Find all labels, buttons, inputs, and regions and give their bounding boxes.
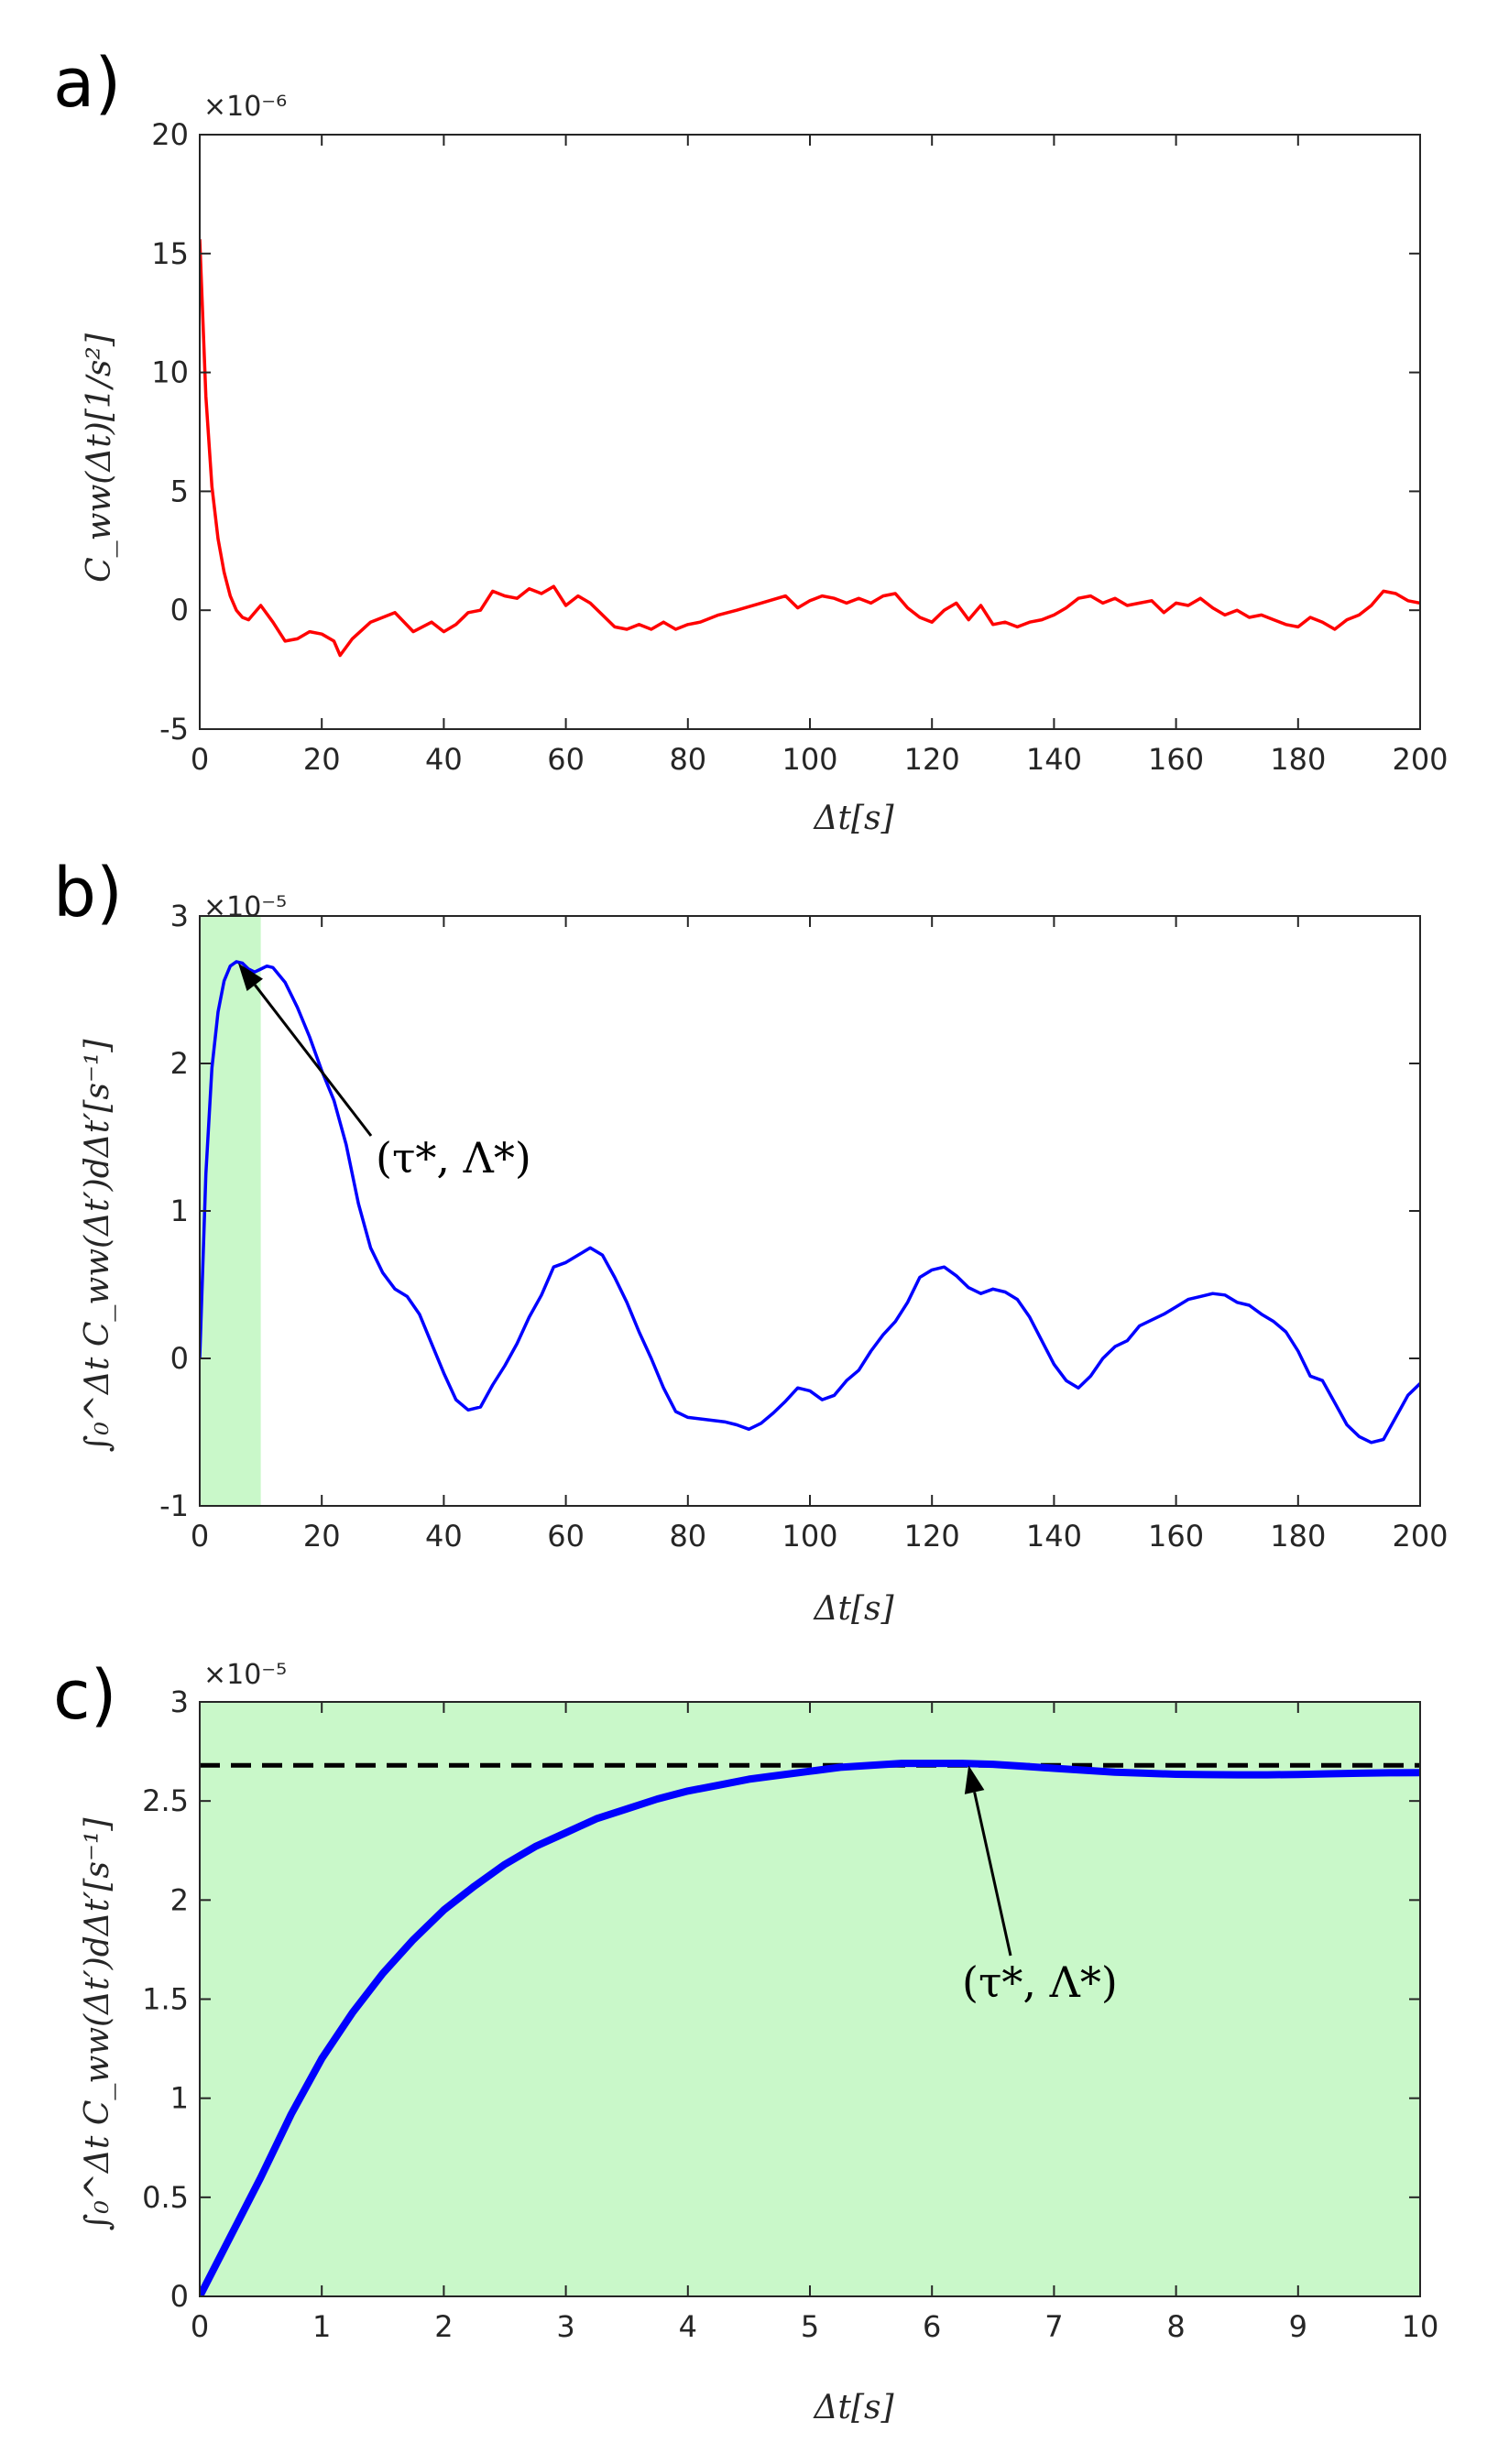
x-tick-label: 9 — [1289, 2309, 1307, 2344]
panel-label-b: b) — [53, 854, 123, 932]
panel-label-a: a) — [53, 44, 121, 123]
x-tick-label: 0 — [191, 1519, 209, 1554]
y-tick-label: 3 — [170, 899, 189, 933]
y-tick-label: 2.5 — [142, 1783, 189, 1818]
y-tick-label: -1 — [159, 1488, 189, 1523]
y-tick-label: 2 — [170, 1882, 189, 1917]
x-tick-label: 160 — [1148, 742, 1204, 777]
x-tick-label: 80 — [669, 742, 706, 777]
x-tick-label: 4 — [679, 2309, 697, 2344]
y-tick-label: 10 — [151, 355, 189, 390]
x-tick-label: 140 — [1026, 742, 1082, 777]
x-tick-label: 180 — [1270, 1519, 1326, 1554]
y-tick-label: 0 — [170, 2279, 189, 2314]
y-tick-label: 3 — [170, 1684, 189, 1719]
series-line — [200, 1760, 1420, 2296]
panel-a-y-axis-label: C_ww(Δt)[1/s²] — [81, 333, 118, 583]
x-tick-label: 120 — [904, 742, 960, 777]
y-tick-label: 1 — [170, 2081, 189, 2116]
x-tick-label: 3 — [556, 2309, 574, 2344]
y-tick-label: 1 — [170, 1194, 189, 1228]
x-tick-label: 2 — [434, 2309, 453, 2344]
x-tick-label: 80 — [669, 1519, 706, 1554]
panel-b: b) ×10⁻⁵ 0 20 40 60 80 100 120 140 160 180 200-101… — [53, 854, 1449, 1628]
x-tick-label: 200 — [1392, 1519, 1448, 1554]
annotation-arrow-head — [237, 963, 263, 992]
panel-c-x-axis-label: Δt[s] — [812, 2389, 894, 2426]
x-tick-label: 8 — [1166, 2309, 1185, 2344]
y-tick-label: 2 — [170, 1046, 189, 1081]
annotation-arrow-head — [964, 1765, 985, 1794]
panel-c: c) ×10⁻⁵ 0 1 2 3 4 5 6 7 8 9 10 0 0.5 1 1.5 2 2.5 3 Δt[s]… — [53, 1656, 1438, 2426]
x-tick-label: 40 — [425, 1519, 463, 1554]
x-tick-label: 120 — [904, 1519, 960, 1554]
y-tick-label: 0.5 — [142, 2180, 189, 2215]
x-tick-label: 140 — [1026, 1519, 1082, 1554]
panel-c-y-axis-label: ∫₀^Δt C_ww(Δt′)dΔt′[s⁻¹] — [79, 1817, 116, 2231]
panel-c-annotation: (τ*, Λ*) — [962, 1957, 1118, 2007]
y-tick-label: 0 — [170, 1341, 189, 1376]
series-line — [200, 239, 1420, 658]
x-tick-label: 60 — [547, 742, 585, 777]
x-tick-label: 1 — [312, 2309, 331, 2344]
panel-b-annotation: (τ*, Λ*) — [376, 1133, 531, 1183]
x-tick-label: 40 — [425, 742, 463, 777]
x-tick-label: 20 — [303, 1519, 341, 1554]
series-line — [200, 960, 1420, 1445]
x-tick-label: 10 — [1402, 2309, 1439, 2344]
x-tick-label: 100 — [782, 1519, 837, 1554]
annotation-arrow-shaft — [973, 1792, 1012, 1957]
panel-label-c: c) — [53, 1656, 117, 1735]
x-tick-label: 5 — [801, 2309, 819, 2344]
y-tick-label: 5 — [170, 474, 189, 508]
plot-background — [200, 1702, 1420, 2296]
y-tick-label: 15 — [151, 236, 189, 271]
y-tick-label: 1.5 — [142, 1982, 189, 2017]
panel-a: a) ×10⁻⁶ 0 20 40 60 80 100 120 140 160 180 200-505… — [53, 44, 1449, 837]
y-tick-label: 20 — [151, 117, 189, 152]
x-tick-label: 6 — [923, 2309, 941, 2344]
panel-b-y-axis-label: ∫₀^Δt C_ww(Δt′)dΔt′[s⁻¹] — [79, 1039, 116, 1453]
x-tick-label: 180 — [1270, 742, 1326, 777]
x-tick-label: 60 — [547, 1519, 585, 1554]
panel-c-plot-area: 0 1 2 3 4 5 6 7 8 9 10 0 0.5 1 1.5 2 2.5 3 — [142, 1684, 1438, 2344]
panel-a-x-axis-label: Δt[s] — [812, 800, 894, 837]
y-tick-label: -5 — [159, 712, 189, 747]
panel-a-y-exponent: ×10⁻⁶ — [203, 91, 287, 123]
x-tick-label: 0 — [191, 742, 209, 777]
y-tick-label: 0 — [170, 593, 189, 627]
x-tick-label: 100 — [782, 742, 837, 777]
panel-b-x-axis-label: Δt[s] — [812, 1590, 894, 1628]
plot-background — [200, 135, 1420, 729]
x-tick-label: 160 — [1148, 1519, 1204, 1554]
x-tick-label: 200 — [1392, 742, 1448, 777]
x-tick-label: 7 — [1044, 2309, 1063, 2344]
annotation-arrow-shaft — [254, 984, 373, 1137]
panel-c-y-exponent: ×10⁻⁵ — [203, 1659, 287, 1691]
plot-background — [200, 916, 1420, 1506]
x-tick-label: 20 — [303, 742, 341, 777]
x-tick-label: 0 — [191, 2309, 209, 2344]
